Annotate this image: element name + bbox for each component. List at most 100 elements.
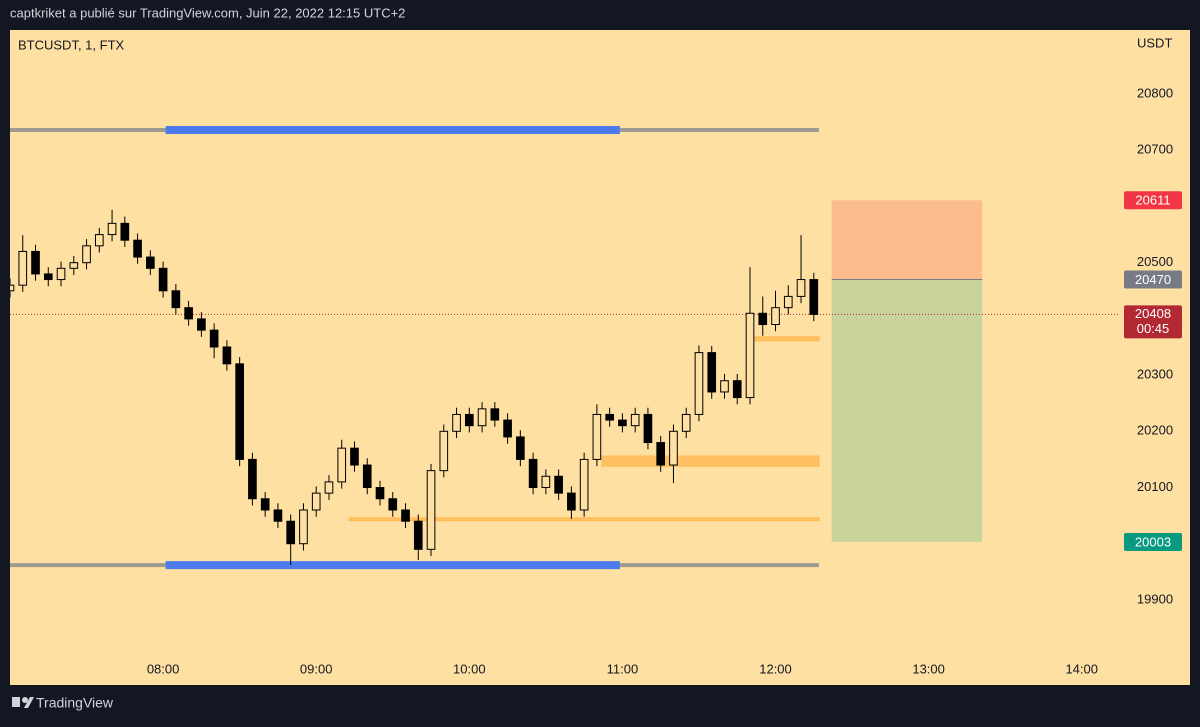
stop-zone: [831, 200, 983, 280]
candle-body: [643, 413, 653, 444]
candle-body: [107, 222, 117, 236]
candle-body: [401, 509, 410, 522]
candle-body: [809, 279, 819, 315]
entry-price-label: 20470: [1135, 272, 1171, 287]
candle-body: [43, 273, 53, 281]
candle-body: [490, 408, 500, 421]
y-tick-label: 20800: [1137, 86, 1173, 101]
y-axis-label: USDT: [1137, 35, 1172, 50]
candle-body: [694, 352, 704, 415]
candle-body: [222, 346, 232, 365]
countdown: 00:45: [1137, 321, 1170, 336]
target-price-label: 20003: [1135, 534, 1171, 549]
x-tick-label: 09:00: [300, 661, 333, 676]
y-tick-label: 19900: [1137, 591, 1173, 606]
candle-body: [209, 329, 219, 348]
candle-body: [299, 509, 308, 545]
symbol-title: BTCUSDT, 1, FTX: [18, 37, 125, 52]
plot-area: [10, 126, 1120, 570]
candle-body: [516, 436, 525, 460]
y-tick-label: 20500: [1137, 254, 1173, 269]
x-tick-label: 13:00: [912, 661, 945, 676]
candle-body: [133, 239, 142, 258]
candle-body: [528, 458, 538, 489]
candle-body: [796, 279, 806, 297]
candle-body: [732, 380, 742, 399]
candle-body: [783, 295, 793, 309]
target-zone: [831, 279, 983, 543]
candle-body: [541, 475, 551, 489]
candle-body: [439, 430, 449, 472]
candle-body: [235, 363, 244, 460]
entry-price-label-bg: [1124, 270, 1182, 289]
last-price-label: 20408: [1135, 306, 1171, 321]
candle-body: [681, 413, 691, 432]
zone: [752, 336, 820, 342]
candle-body: [605, 413, 614, 421]
candle-body: [146, 256, 155, 269]
chart-background: [10, 30, 1190, 685]
candle-body: [503, 419, 512, 438]
candle-body: [273, 509, 283, 522]
candle-body: [630, 413, 640, 427]
candle-body: [120, 222, 130, 241]
candle-body: [248, 458, 257, 500]
candle-body: [375, 487, 385, 500]
candle-body: [669, 430, 678, 466]
candle-body: [592, 413, 602, 460]
stop-price-label-bg: [1124, 191, 1182, 210]
candle-body: [94, 234, 104, 247]
x-tick-label: 12:00: [759, 661, 792, 676]
candle-body: [350, 447, 359, 466]
target-price-label-bg: [1124, 533, 1182, 552]
zone: [601, 455, 820, 467]
y-tick-label: 20300: [1137, 367, 1173, 382]
candle-body: [579, 458, 589, 511]
candle-body: [464, 413, 474, 427]
x-tick-label: 08:00: [147, 661, 180, 676]
candle-body: [18, 250, 28, 286]
candle-body: [426, 470, 436, 550]
candle-body: [82, 245, 91, 264]
candle-body: [477, 408, 487, 427]
y-tick-label: 20100: [1137, 479, 1173, 494]
candle-body: [720, 380, 729, 393]
candle-body: [452, 413, 461, 432]
candle-body: [10, 284, 15, 292]
candle-body: [286, 520, 296, 545]
candle-body: [337, 447, 347, 483]
x-tick-label: 14:00: [1065, 661, 1098, 676]
candle-body: [260, 498, 270, 511]
y-tick-label: 20200: [1137, 423, 1173, 438]
candle-body: [758, 312, 768, 326]
publisher: captkriket a publié sur TradingView.com,…: [10, 5, 405, 20]
candle-body: [184, 307, 193, 320]
candle-body: [311, 492, 321, 511]
candle-body: [31, 250, 40, 275]
candle-body: [197, 318, 206, 331]
x-tick-label: 10:00: [453, 661, 486, 676]
candle-body: [56, 267, 66, 281]
candle-body: [388, 498, 398, 511]
candle-body: [656, 442, 666, 466]
zone: [348, 517, 820, 522]
y-tick-label: 20700: [1137, 142, 1173, 157]
axes: 19900 20100 20200 20300 20500 20700 20800 08:00…: [147, 86, 1182, 676]
candle-body: [324, 481, 334, 494]
candle-body: [618, 419, 627, 427]
candle-body: [69, 262, 79, 269]
brand: TradingView: [36, 695, 114, 711]
candle-body: [707, 352, 717, 393]
candle-body: [413, 520, 423, 550]
candle-body: [362, 464, 372, 489]
candle-body: [171, 290, 181, 309]
last-price-label-bg: [1124, 305, 1182, 339]
candle-body: [771, 307, 780, 326]
candle-body: [567, 492, 576, 511]
candle-body: [554, 475, 563, 494]
stop-price-label: 20611: [1135, 193, 1170, 208]
x-tick-label: 11:00: [607, 661, 639, 676]
logo: [12, 697, 34, 708]
